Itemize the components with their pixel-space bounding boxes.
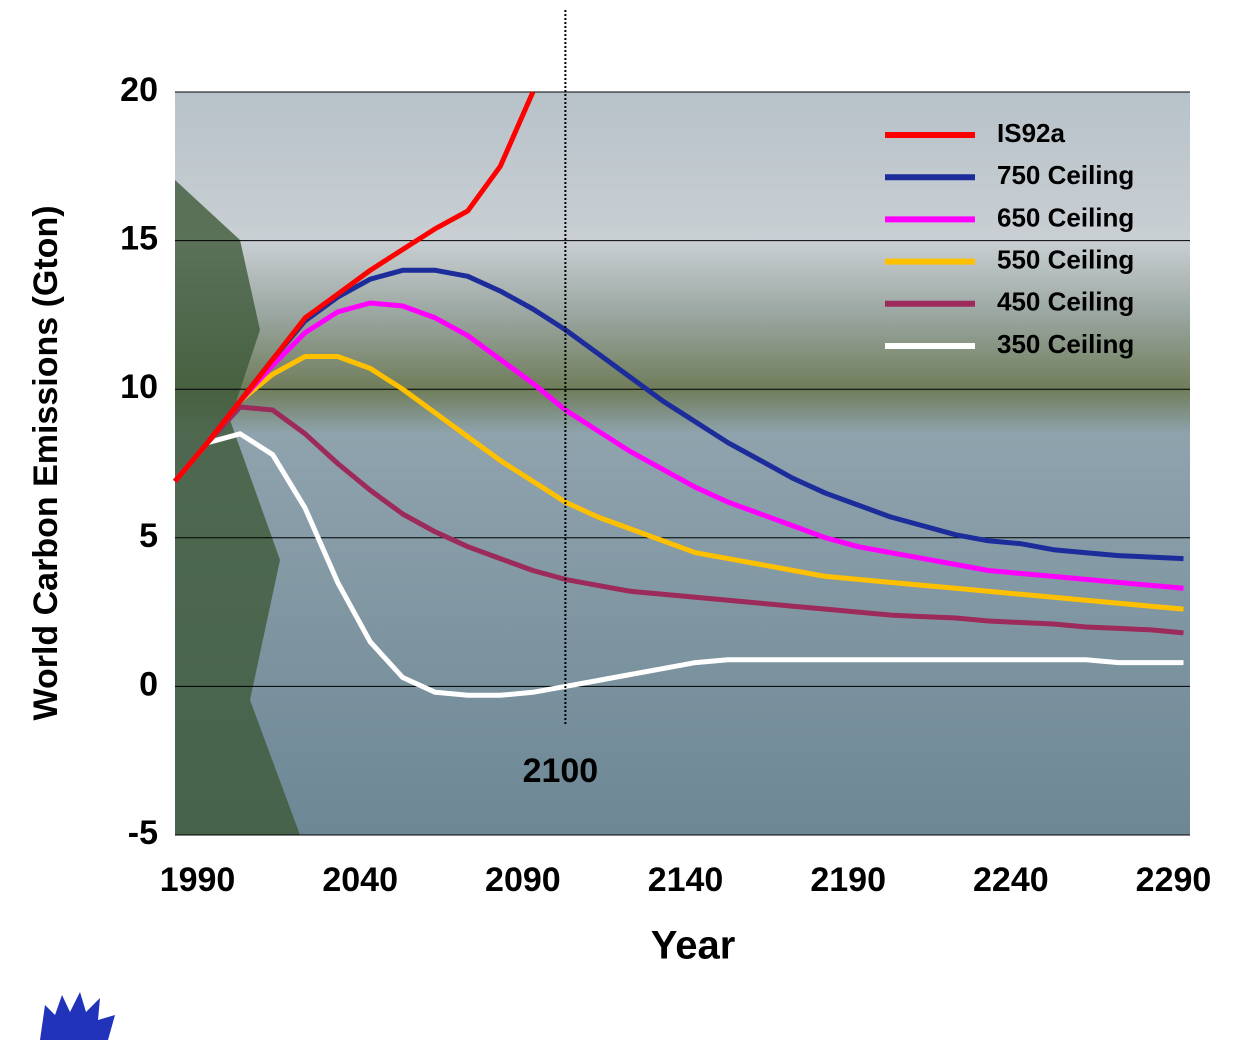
reference-label: 2100 (523, 752, 599, 790)
legend-label: 350 Ceiling (997, 329, 1134, 359)
y-tick-label: 0 (139, 665, 158, 703)
y-tick-label: 10 (120, 368, 158, 406)
x-tick-label: 1990 (160, 861, 236, 899)
x-tick-label: 2090 (485, 861, 561, 899)
x-tick-label: 2240 (973, 861, 1049, 899)
legend-label: 650 Ceiling (997, 202, 1134, 232)
y-tick-label: -5 (128, 814, 158, 852)
legend-label: 450 Ceiling (997, 287, 1134, 317)
y-axis-label: World Carbon Emissions (Gton) (27, 205, 65, 720)
x-axis-label: Year (651, 924, 736, 968)
y-tick-label: 15 (120, 220, 158, 258)
legend-label: 550 Ceiling (997, 244, 1134, 274)
y-tick-label: 5 (139, 517, 158, 555)
x-tick-label: 2040 (322, 861, 398, 899)
y-tick-label: 20 (120, 71, 158, 109)
legend-label: IS92a (997, 118, 1065, 148)
x-tick-label: 2290 (1136, 861, 1212, 899)
legend-label: 750 Ceiling (997, 160, 1134, 190)
chart: World Carbon Emissions (Gton) Year -5 0 5 1… (0, 0, 1238, 1040)
logo (40, 992, 115, 1040)
x-tick-label: 2190 (810, 861, 886, 899)
x-tick-label: 2140 (648, 861, 724, 899)
